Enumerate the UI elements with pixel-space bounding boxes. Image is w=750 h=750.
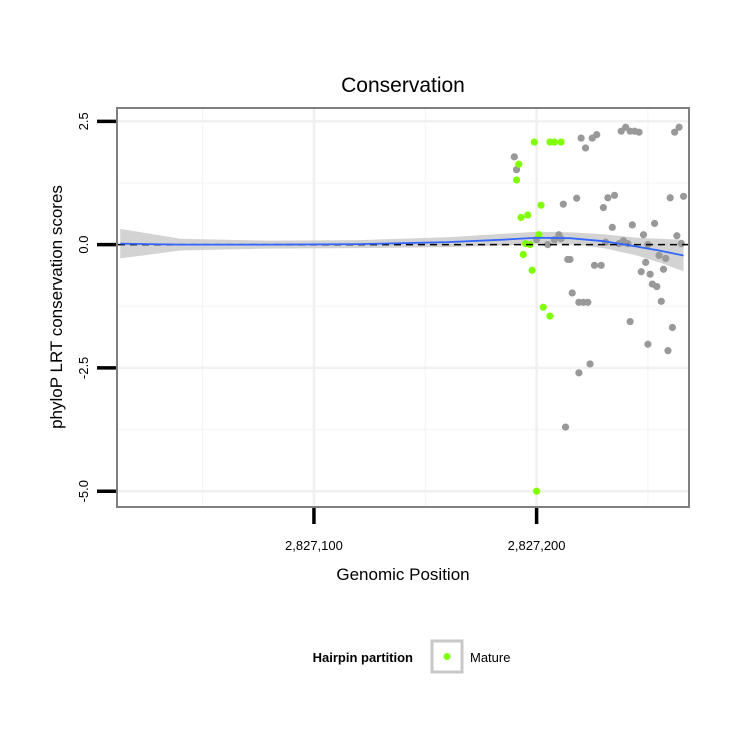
data-point [564, 255, 572, 264]
y-axis-title: phyloP LRT conservation scores [47, 185, 66, 429]
data-point [610, 191, 619, 199]
data-point-mature [515, 160, 523, 168]
data-point-mature [539, 303, 547, 311]
data-point-mature [535, 231, 543, 239]
data-point [639, 231, 648, 239]
data-point [559, 200, 567, 208]
legend: Hairpin partition Mature [313, 639, 510, 674]
chart-title: Conservation [341, 74, 465, 97]
data-point-mature [557, 138, 565, 146]
data-point-mature [524, 211, 532, 219]
data-point [677, 240, 685, 248]
y-tick-label: -5.0 [76, 480, 91, 502]
legend-key-mature [443, 653, 451, 660]
data-point [575, 369, 583, 377]
data-point [671, 128, 679, 136]
data-point [673, 232, 681, 240]
data-point-mature [550, 138, 559, 146]
data-point-mature [530, 138, 538, 146]
data-point [659, 265, 668, 273]
data-point [590, 261, 599, 269]
data-point [628, 221, 636, 229]
panel-border [116, 107, 690, 508]
x-tick-label: 2,827,200 [508, 538, 566, 553]
data-point [597, 261, 605, 269]
data-point [608, 223, 616, 231]
data-point [655, 251, 663, 260]
smooth-trend-line [120, 236, 684, 257]
data-point [561, 423, 570, 431]
points-layer [510, 123, 688, 495]
data-point [568, 289, 576, 297]
x-tick-label: 2,827,100 [285, 538, 343, 553]
data-point-mature [517, 213, 525, 222]
data-point [644, 340, 652, 348]
data-point [604, 194, 612, 202]
data-point [584, 298, 592, 306]
data-point-mature [512, 176, 521, 184]
legend-label-mature: Mature [470, 650, 510, 665]
data-point [651, 219, 659, 228]
data-point [642, 258, 650, 266]
y-tick-label: -2.5 [76, 357, 91, 379]
data-point [668, 323, 677, 332]
data-point [544, 241, 552, 249]
data-point [635, 128, 643, 136]
y-tick-label: 0.0 [76, 236, 91, 254]
data-point [599, 204, 607, 212]
line-layer [118, 236, 688, 257]
data-point [512, 166, 521, 174]
data-point [664, 347, 672, 355]
data-point [573, 194, 581, 202]
data-point [679, 192, 688, 200]
axis-layer: 2.5 0.0 -2.5 -5.0 2,827,100 2,827,200 [76, 112, 566, 553]
data-point-mature [532, 487, 541, 495]
data-point-mature [519, 250, 527, 259]
data-point [581, 144, 590, 152]
data-point [577, 134, 585, 142]
data-point-mature [537, 201, 545, 209]
legend-title: Hairpin partition [313, 650, 413, 665]
data-point [662, 254, 670, 263]
grid [118, 109, 688, 506]
y-tick-label: 2.5 [76, 112, 91, 130]
data-point [593, 131, 601, 139]
data-point-mature [546, 312, 554, 320]
panel-background [118, 109, 688, 506]
data-point [653, 282, 661, 291]
x-axis-title: Genomic Position [336, 565, 469, 584]
data-point [657, 297, 665, 305]
confidence-band [120, 228, 684, 272]
data-point-mature [528, 266, 536, 274]
data-point [637, 268, 645, 276]
data-point [626, 317, 634, 326]
confidence-band-layer [120, 228, 684, 272]
data-point [666, 194, 674, 202]
data-point [675, 123, 683, 131]
data-point [586, 360, 594, 368]
data-point [646, 270, 654, 278]
data-point [510, 153, 518, 161]
